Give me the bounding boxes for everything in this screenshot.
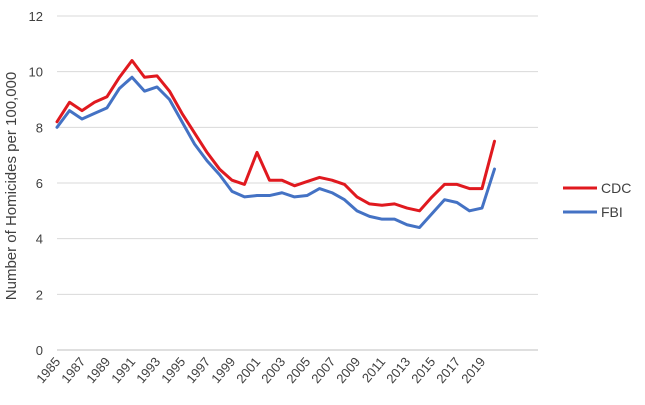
x-axis: 1985198719891991199319951997199920012003…: [33, 354, 488, 386]
x-tick-label: 1999: [208, 354, 238, 386]
x-tick-label: 1993: [133, 354, 163, 386]
legend-label-fbi: FBI: [601, 204, 623, 220]
x-tick-label: 2005: [283, 354, 313, 386]
x-tick-label: 1991: [108, 354, 138, 386]
x-tick-label: 1989: [83, 354, 113, 386]
y-tick-label: 2: [36, 287, 43, 302]
x-tick-label: 2011: [359, 354, 388, 385]
x-tick-label: 2003: [258, 354, 288, 386]
series-lines: [55, 59, 496, 230]
y-tick-label: 4: [36, 232, 43, 247]
grid-lines: [57, 15, 538, 351]
y-tick-label: 6: [36, 176, 43, 191]
x-tick-label: 2019: [458, 354, 488, 386]
series-line-fbi: [55, 75, 496, 230]
y-tick-label: 10: [29, 65, 43, 80]
x-tick-label: 2001: [233, 354, 263, 386]
x-tick-label: 2017: [433, 354, 463, 386]
x-tick-label: 2009: [333, 354, 363, 386]
y-axis-title: Number of Homicides per 100,000: [3, 72, 20, 300]
x-tick-label: 2007: [308, 354, 338, 386]
x-tick-label: 2013: [383, 354, 413, 386]
x-tick-label: 2015: [408, 354, 438, 386]
y-tick-label: 12: [29, 9, 43, 24]
y-tick-label: 0: [36, 343, 43, 358]
legend-label-cdc: CDC: [601, 180, 631, 196]
x-tick-label: 1997: [183, 354, 213, 386]
x-tick-label: 1985: [33, 354, 63, 386]
legend: CDC FBI: [563, 180, 631, 220]
series-line-cdc: [55, 59, 496, 213]
x-tick-label: 1987: [58, 354, 88, 386]
x-tick-label: 1995: [158, 354, 188, 386]
y-tick-label: 8: [36, 120, 43, 135]
y-axis: 0 2 4 6 8 10 12: [29, 9, 43, 358]
